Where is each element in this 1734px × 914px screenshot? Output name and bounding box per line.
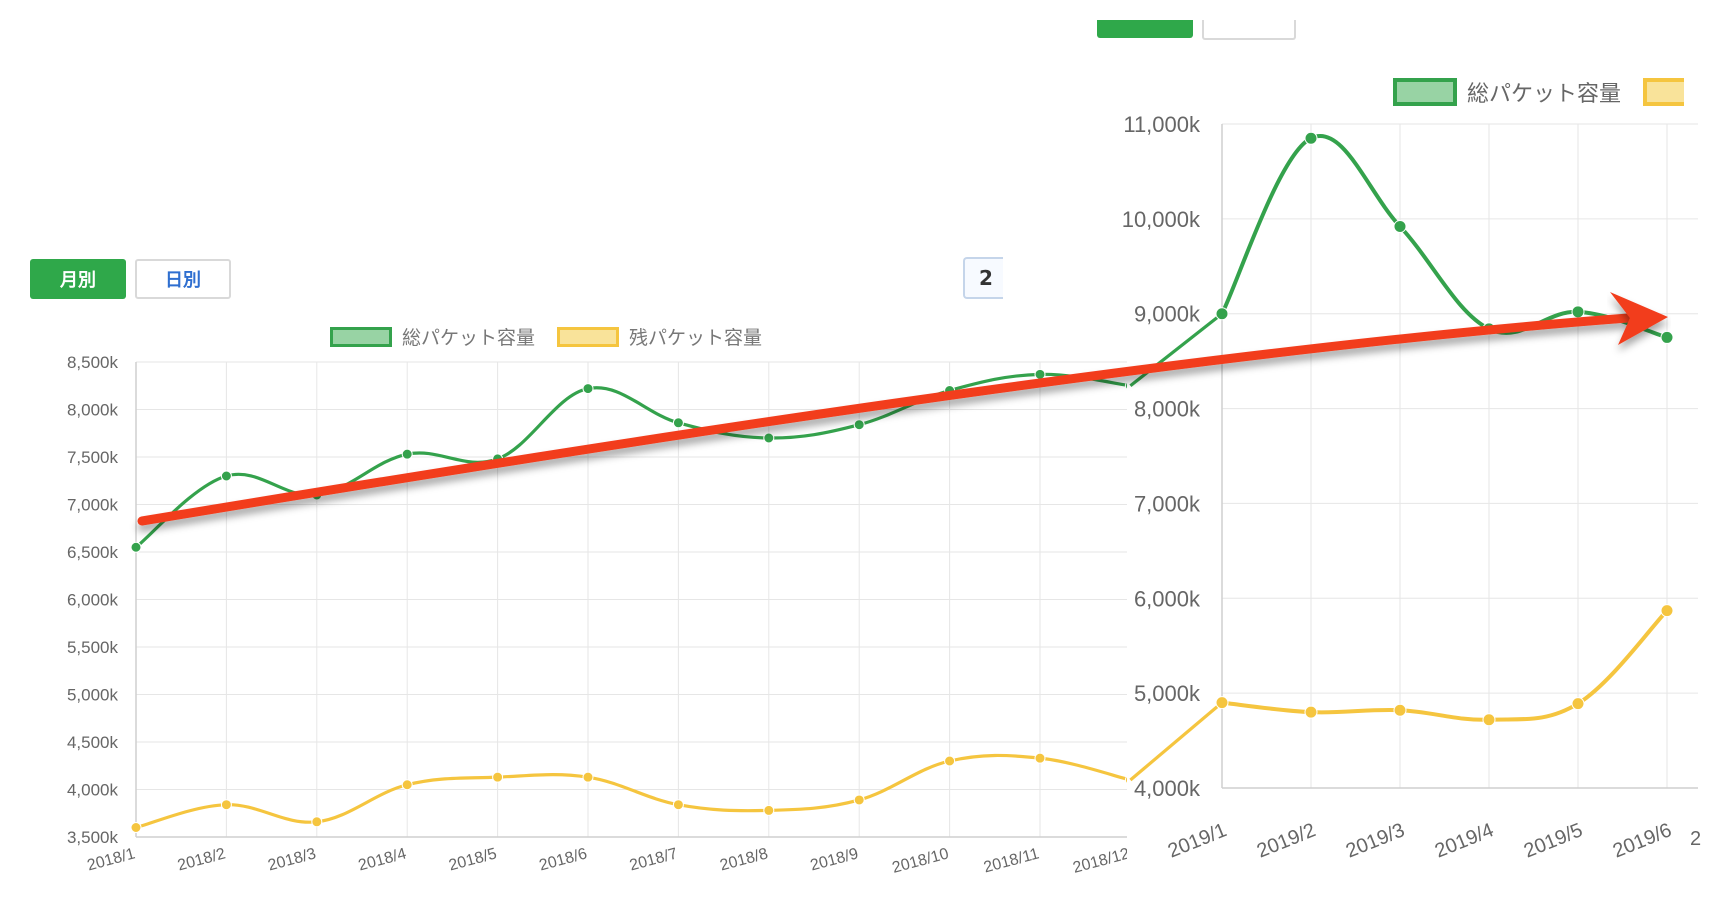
chart1-point-remaining[interactable] — [311, 816, 323, 828]
chart2-y-tick-label: 8,000k — [1134, 397, 1201, 422]
chart2-point-total[interactable] — [1304, 131, 1318, 145]
chart2-point-remaining[interactable] — [1304, 705, 1318, 719]
chart2-point-total[interactable] — [1571, 305, 1585, 319]
chart2-point-total[interactable] — [1393, 219, 1407, 233]
chart1-y-tick-label: 8,500k — [67, 353, 119, 372]
chart1-point-remaining[interactable] — [763, 804, 775, 816]
chart1-y-tick-label: 5,500k — [67, 638, 119, 657]
chart1-point-remaining[interactable] — [401, 779, 413, 791]
chart1-point-total[interactable] — [763, 432, 775, 444]
chart1-x-tick-label: 2018/1 — [85, 845, 137, 874]
chart2-point-remaining[interactable] — [1215, 696, 1229, 710]
chart1-point-total[interactable] — [582, 383, 594, 395]
chart1-x-tick-label: 2018/2 — [176, 845, 228, 874]
legend2-item-remaining[interactable] — [1643, 78, 1684, 106]
chart2-point-remaining[interactable] — [1393, 703, 1407, 717]
chart-2019: 11,000k 10,000k 9,000k 8,000k 7,000k 6,000k 5,… — [1122, 110, 1734, 870]
chart1-x-tick-label: 2018/5 — [447, 845, 499, 874]
trend-arrow-head — [1610, 292, 1668, 345]
chart1-point-total[interactable] — [853, 419, 865, 431]
chart1-y-tick-label: 7,000k — [67, 496, 119, 515]
chart1-x-tick-label: 2018/4 — [357, 845, 409, 874]
legend-label-total: 総パケット容量 — [402, 327, 536, 349]
monthly-button[interactable]: 月別 — [30, 259, 126, 299]
chart2-y-tick-label: 5,000k — [1134, 681, 1201, 706]
chart1-point-total[interactable] — [401, 448, 413, 460]
chart1-legend: 総パケット容量 残パケット容量 — [330, 323, 784, 350]
chart1-point-remaining[interactable] — [582, 771, 594, 783]
chart2-point-remaining[interactable] — [1660, 604, 1674, 618]
chart1-series-remaining-line — [135, 753, 1131, 830]
chart1-y-tick-label: 4,500k — [67, 733, 119, 752]
chart1-point-total[interactable] — [1034, 368, 1046, 380]
chart2-point-remaining[interactable] — [1571, 697, 1585, 711]
trend-arrow-shaft — [137, 313, 1633, 526]
chart2-y-tick-label: 6,000k — [1134, 586, 1201, 611]
chart2-y-tick-label: 7,000k — [1134, 491, 1201, 516]
chart1-y-tick-label: 8,000k — [67, 401, 119, 420]
chart1-point-remaining[interactable] — [130, 822, 142, 833]
cropped-white-tab-button[interactable] — [1202, 20, 1296, 40]
trend-arrow — [137, 292, 1668, 526]
legend2-label-total: 総パケット容量 — [1467, 82, 1622, 107]
legend-item-remaining[interactable]: 残パケット容量 — [557, 323, 762, 350]
chart2-y-tick-label: 11,000k — [1123, 112, 1201, 137]
chart2-connector-total — [1129, 312, 1223, 388]
legend2-item-total[interactable]: 総パケット容量 — [1393, 76, 1621, 108]
chart1-point-total[interactable] — [220, 470, 232, 482]
legend2-swatch-remaining — [1643, 78, 1684, 106]
chart1-y-tick-label: 5,000k — [67, 686, 119, 705]
legend-swatch-total — [330, 326, 392, 347]
daily-button[interactable]: 日別 — [135, 259, 231, 299]
chart2-x-tick-label-cut: 2 — [1690, 828, 1701, 850]
chart1-point-remaining[interactable] — [492, 771, 504, 783]
chart1-x-tick-label: 2018/3 — [266, 845, 318, 874]
legend2-swatch-total — [1393, 78, 1457, 106]
chart1-point-remaining[interactable] — [672, 799, 684, 811]
chart1-x-tick-label: 2018/10 — [890, 845, 950, 876]
chart1-point-total[interactable] — [130, 541, 142, 553]
chart2-connector-remaining — [1129, 701, 1224, 782]
date-input[interactable]: 2 — [963, 257, 1003, 299]
chart1-point-remaining[interactable] — [853, 794, 865, 806]
chart2-background — [1127, 110, 1734, 870]
chart1-x-tick-label: 2018/9 — [809, 845, 861, 874]
chart1-y-tick-label: 7,500k — [67, 448, 119, 467]
chart1-point-total[interactable] — [672, 417, 684, 429]
chart1-x-tick-label: 2018/12 — [1071, 845, 1131, 876]
chart1-point-remaining[interactable] — [220, 799, 232, 811]
legend-swatch-remaining — [557, 326, 620, 347]
chart2-y-tick-label: 4,000k — [1134, 776, 1201, 801]
chart2-point-remaining[interactable] — [1482, 713, 1496, 727]
chart2-y-tick-label: 10,000k — [1122, 207, 1201, 232]
chart1-y-tick-label: 4,000k — [67, 781, 119, 800]
chart1-x-tick-label: 2018/11 — [982, 845, 1041, 876]
chart-2018: 8,500k 8,000k 7,500k 7,000k 6,500k 6,000k 5,50… — [67, 353, 1136, 877]
chart1-x-tick-label: 2018/8 — [718, 845, 770, 874]
chart2-series-remaining-line — [1221, 609, 1669, 722]
legend-item-total[interactable]: 総パケット容量 — [330, 323, 535, 350]
chart1-x-tick-label: 2018/7 — [628, 845, 680, 874]
chart2-legend: 総パケット容量 — [1393, 70, 1684, 114]
chart1-y-tick-label: 6,000k — [67, 591, 119, 610]
chart1-series-total-line — [135, 372, 1131, 549]
chart1-y-tick-label: 6,500k — [67, 543, 119, 562]
chart2-point-total[interactable] — [1215, 307, 1229, 321]
chart1-point-remaining[interactable] — [1034, 752, 1046, 764]
chart2-y-tick-label: 9,000k — [1134, 302, 1201, 327]
cropped-green-tab-button[interactable] — [1097, 20, 1193, 38]
chart1-point-remaining[interactable] — [944, 755, 956, 767]
chart2-point-total[interactable] — [1660, 330, 1674, 344]
chart1-y-tick-label: 3,500k — [67, 828, 119, 847]
legend-label-remaining: 残パケット容量 — [629, 327, 763, 349]
chart1-x-tick-label: 2018/6 — [537, 845, 589, 874]
